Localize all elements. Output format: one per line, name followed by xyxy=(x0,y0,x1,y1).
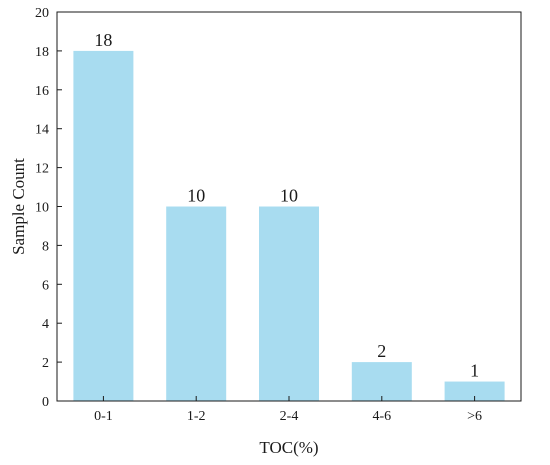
plot-frame xyxy=(56,11,522,402)
data-label-3: 2 xyxy=(377,341,386,361)
y-tick-label-10: 20 xyxy=(35,6,49,21)
y-tick-label-6: 12 xyxy=(35,162,49,177)
data-label-1: 10 xyxy=(187,186,205,206)
x-tick-label-4: >6 xyxy=(467,409,482,424)
bar-1 xyxy=(166,206,227,401)
x-axis-label: TOC(%) xyxy=(259,438,318,457)
y-tick-label-4: 8 xyxy=(42,239,49,254)
bars-group: 18 10 10 2 1 xyxy=(73,30,505,402)
bar-2 xyxy=(259,206,319,401)
y-tick-label-1: 2 xyxy=(42,356,49,371)
x-tick-label-1: 1-2 xyxy=(187,409,206,424)
x-tick-label-3: 4-6 xyxy=(372,409,391,424)
bar-4 xyxy=(444,381,505,401)
y-tick-label-7: 14 xyxy=(35,123,49,138)
y-tick-label-9: 18 xyxy=(35,45,49,60)
data-label-4: 1 xyxy=(470,361,479,381)
x-axis-ticks: 0-1 1-2 2-4 4-6 >6 xyxy=(94,396,482,424)
data-label-2: 10 xyxy=(280,186,298,206)
x-tick-label-2: 2-4 xyxy=(280,409,299,424)
x-tick-label-0: 0-1 xyxy=(94,409,113,424)
y-tick-label-5: 10 xyxy=(35,201,49,216)
data-label-0: 18 xyxy=(94,30,112,50)
y-axis-ticks: 0 2 4 6 8 10 12 14 16 18 20 xyxy=(35,6,62,410)
y-axis-label: Sample Count xyxy=(9,158,28,255)
y-tick-label-3: 6 xyxy=(42,278,49,293)
y-tick-label-0: 0 xyxy=(42,395,49,410)
bar-0 xyxy=(73,50,134,402)
bar-3 xyxy=(351,362,412,401)
y-tick-label-8: 16 xyxy=(35,84,49,99)
y-tick-label-2: 4 xyxy=(42,317,49,332)
